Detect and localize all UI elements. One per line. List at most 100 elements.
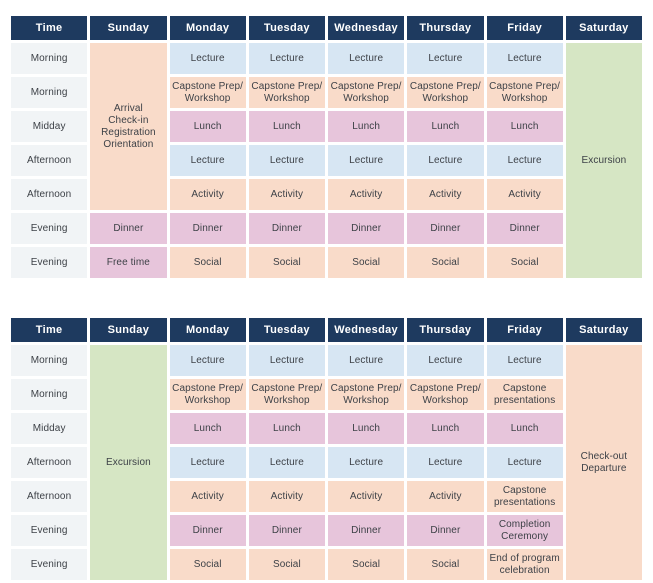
day-column-header: Saturday [565,318,642,342]
schedule-cell: Activity [169,179,246,210]
time-cell: Afternoon [11,447,88,478]
schedule-cell: Social [328,247,405,278]
schedule-cell: Activity [486,179,563,210]
schedule-cell: Activity [248,481,325,512]
day-column-header: Tuesday [248,16,325,40]
time-column-header: Time [11,318,88,342]
schedule-cell: Social [486,247,563,278]
schedule-cell: Lecture [248,345,325,376]
schedule-cell: Lecture [169,447,246,478]
schedule-cell: Social [248,247,325,278]
schedule-cell: Lunch [407,111,484,142]
day-column-header: Friday [486,16,563,40]
schedule-row: Evening Dinner Dinner Dinner Dinner Completio… [11,515,642,546]
day-column-header: Thursday [407,318,484,342]
schedule-cell: Lecture [169,145,246,176]
schedule-row: Evening Free time Social Social Social Social… [11,247,642,278]
schedule-cell: Capstone Prep/ Workshop [328,379,405,410]
schedule-cell: Activity [407,481,484,512]
schedule-cell: Capstone presentations [486,379,563,410]
day-column-header: Tuesday [248,318,325,342]
schedule-row: Morning Capstone Prep/ Workshop Capstone P… [11,77,642,108]
schedule-cell: Dinner [248,213,325,244]
time-cell: Afternoon [11,179,88,210]
schedule-cell: Capstone Prep/ Workshop [407,77,484,108]
schedule-cell: Activity [328,481,405,512]
time-cell: Evening [11,213,88,244]
time-cell: Morning [11,43,88,74]
schedule-cell: Arrival Check-in Registration Orientatio… [90,43,167,210]
schedule-cell: Lecture [486,43,563,74]
schedule-cell: Lecture [407,345,484,376]
schedule-cell: Lecture [328,43,405,74]
schedule-cell: Capstone Prep/ Workshop [169,379,246,410]
schedule-cell: Social [328,549,405,580]
day-column-header: Saturday [565,16,642,40]
day-column-header: Sunday [90,318,167,342]
schedule-row: Afternoon Activity Activity Activity Activit… [11,179,642,210]
header-row: Time Sunday Monday Tuesday Wednesday Thursday… [11,16,642,40]
schedule-cell: Lunch [248,413,325,444]
schedule-row: Afternoon Lecture Lecture Lecture Lecture Lec… [11,145,642,176]
time-cell: Morning [11,379,88,410]
time-cell: Midday [11,413,88,444]
schedule-cell: Dinner [169,213,246,244]
day-column-header: Friday [486,318,563,342]
day-column-header: Sunday [90,16,167,40]
time-cell: Evening [11,515,88,546]
time-cell: Midday [11,111,88,142]
schedule-cell: Capstone Prep/ Workshop [486,77,563,108]
schedule-cell: Lecture [169,345,246,376]
schedule-cell: Excursion [565,43,642,278]
schedule-row: Midday Lunch Lunch Lunch Lunch Lunch [11,111,642,142]
schedule-cell: Lecture [328,345,405,376]
schedule-cell: Dinner [248,515,325,546]
schedule-cell: Lunch [486,111,563,142]
schedule-cell: Capstone presentations [486,481,563,512]
schedule-cell: Capstone Prep/ Workshop [328,77,405,108]
schedule-cell: Lecture [248,447,325,478]
time-cell: Evening [11,247,88,278]
schedule-cell: Activity [169,481,246,512]
day-column-header: Thursday [407,16,484,40]
schedule-cell: Social [407,247,484,278]
schedule-cell: Lunch [328,111,405,142]
schedule-row: Evening Dinner Dinner Dinner Dinner Dinner Din… [11,213,642,244]
schedule-cell: Lecture [248,43,325,74]
schedule-cell: Lecture [328,447,405,478]
schedule-cell: Capstone Prep/ Workshop [169,77,246,108]
schedule-cell: Social [169,247,246,278]
schedule-cell: Lecture [407,43,484,74]
schedule-cell: Lunch [486,413,563,444]
day-column-header: Wednesday [328,318,405,342]
schedule-row: Afternoon Lecture Lecture Lecture Lecture Lec… [11,447,642,478]
schedule-row: Morning Arrival Check-in Registration Ori… [11,43,642,278]
schedule-cell: Social [248,549,325,580]
schedule-cell: Lecture [248,145,325,176]
schedule-cell: Activity [328,179,405,210]
schedule-cell: Free time [90,247,167,278]
schedule-cell: Dinner [486,213,563,244]
schedule-row: Afternoon Activity Activity Activity Activit… [11,481,642,512]
schedule-cell: Dinner [328,213,405,244]
schedule-cell: Dinner [407,213,484,244]
time-cell: Morning [11,77,88,108]
schedule-cell: Social [407,549,484,580]
schedule-cell: Check-out Departure [565,345,642,580]
schedule-cell: Dinner [169,515,246,546]
schedule-row: Evening Social Social Social Social End of pr… [11,549,642,580]
time-cell: Evening [11,549,88,580]
schedule-cell: Lunch [407,413,484,444]
schedule-cell: Lecture [407,447,484,478]
schedule-cell: Capstone Prep/ Workshop [248,379,325,410]
schedule-cell: Lecture [328,145,405,176]
schedule-cell: Lecture [486,145,563,176]
schedule-cell: Social [169,549,246,580]
schedule-cell: End of program celebration [486,549,563,580]
schedule-cell: Excursion [90,345,167,580]
header-row: Time Sunday Monday Tuesday Wednesday Thursday… [11,318,642,342]
schedule-cell: Lecture [169,43,246,74]
week-2-table: Time Sunday Monday Tuesday Wednesday Thursday… [8,315,645,583]
time-column-header: Time [11,16,88,40]
